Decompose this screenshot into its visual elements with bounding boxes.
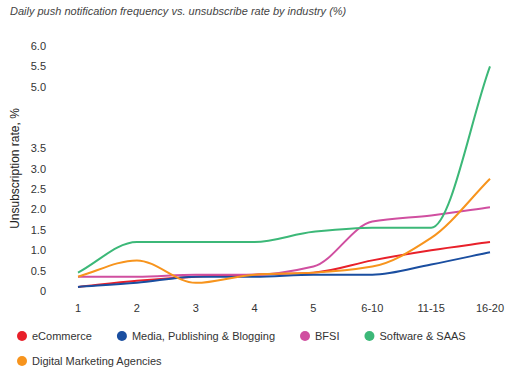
x-tick-label: 1 bbox=[75, 302, 81, 314]
y-tick-label: 6.0 bbox=[31, 40, 46, 52]
legend-label: eCommerce bbox=[32, 330, 92, 342]
legend-marker bbox=[300, 331, 310, 341]
legend-marker bbox=[17, 356, 27, 366]
legend-label: BFSI bbox=[315, 330, 339, 342]
title: Daily push notification frequency vs. un… bbox=[10, 5, 347, 17]
legend-marker bbox=[364, 331, 374, 341]
y-tick-label: 0.5 bbox=[31, 265, 46, 277]
legend-item: Software & SAAS bbox=[364, 330, 465, 342]
plot-area bbox=[78, 66, 490, 287]
legend-label: Digital Marketing Agencies bbox=[32, 355, 162, 367]
y-tick-label: 2.5 bbox=[31, 183, 46, 195]
y-tick-label: 0 bbox=[40, 285, 46, 297]
chart: Daily push notification frequency vs. un… bbox=[0, 0, 512, 374]
y-tick-label: 1.0 bbox=[31, 244, 46, 256]
legend-marker bbox=[17, 331, 27, 341]
legend-item: eCommerce bbox=[17, 330, 92, 342]
series-line bbox=[78, 66, 490, 272]
y-tick-label: 5.0 bbox=[31, 81, 46, 93]
legend-marker bbox=[117, 331, 127, 341]
y-tick-label: 3.5 bbox=[31, 142, 46, 154]
x-axis: 1 2 3 4 5 6-10 11-15 16-20 bbox=[75, 302, 504, 314]
x-tick-label: 16-20 bbox=[476, 302, 504, 314]
y-tick-label: 5.5 bbox=[31, 60, 46, 72]
series-line bbox=[78, 252, 490, 287]
x-tick-label: 3 bbox=[193, 302, 199, 314]
y-axis: 0 0.5 1.0 1.5 2.0 2.5 3.0 3.5 5.0 5.5 6.0 bbox=[31, 40, 46, 297]
x-tick-label: 11-15 bbox=[417, 302, 444, 314]
legend-item: Media, Publishing & Blogging bbox=[117, 330, 275, 342]
series-line bbox=[78, 179, 490, 283]
legend: eCommerce Media, Publishing & Blogging BFS… bbox=[17, 330, 466, 367]
x-tick-label: 2 bbox=[134, 302, 140, 314]
y-axis-label: Unsubscription rate, % bbox=[8, 108, 22, 229]
y-tick-label: 1.5 bbox=[31, 224, 46, 236]
series-line bbox=[78, 242, 490, 287]
y-tick-label: 2.0 bbox=[31, 203, 46, 215]
legend-item: Digital Marketing Agencies bbox=[17, 355, 162, 367]
legend-label: Software & SAAS bbox=[379, 330, 465, 342]
x-tick-label: 6-10 bbox=[361, 302, 383, 314]
x-tick-label: 5 bbox=[310, 302, 316, 314]
y-tick-label: 3.0 bbox=[31, 163, 46, 175]
x-tick-label: 4 bbox=[252, 302, 258, 314]
legend-item: BFSI bbox=[300, 330, 339, 342]
legend-label: Media, Publishing & Blogging bbox=[132, 330, 275, 342]
